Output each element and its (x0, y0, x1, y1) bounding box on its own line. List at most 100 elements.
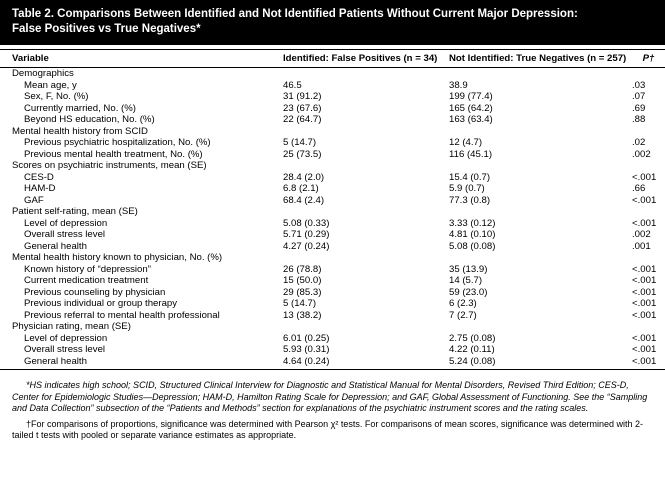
cell: 14 (5.7) (449, 275, 483, 286)
cell: 199 (77.4) (449, 91, 493, 102)
cell: <.001 (632, 263, 657, 275)
cell: <.001 (632, 171, 657, 183)
row-label: HAM-D (24, 183, 56, 194)
cell: .002 (632, 148, 651, 160)
row-label: GAF (24, 194, 44, 206)
cell: .002 (632, 229, 651, 240)
row-label: Overall stress level (24, 344, 106, 355)
row-label: General health (0, 355, 283, 370)
row-label: CES-D (24, 171, 54, 183)
header-cell: Identified: False Positives (n = 34) (283, 49, 449, 68)
cell: 46.5 (283, 79, 302, 91)
footnotes: *HS indicates high school; SCID, Structu… (0, 370, 665, 442)
section-row: Scores on psychiatric instruments, mean … (0, 160, 665, 172)
data-row: GAF 68.4 (2.4) 77.3 (0.8) <.001 (0, 195, 665, 207)
section-row: Mental health history known to physician… (0, 252, 665, 264)
cell: 7 (2.7) (449, 309, 477, 321)
section-title: Mental health history from SCID (12, 125, 148, 137)
cell: 5.08 (0.08) (449, 240, 496, 252)
data-row: CES-D 28.4 (2.0) 15.4 (0.7) <.001 (0, 172, 665, 184)
header-cell: P† (632, 49, 665, 68)
data-row: General health 4.64 (0.24) 5.24 (0.08) <.00… (0, 355, 665, 370)
cell: 6.01 (0.25) (283, 332, 330, 344)
cell: 22 (64.7) (283, 114, 322, 125)
data-row: HAM-D 6.8 (2.1) 5.9 (0.7) .66 (0, 183, 665, 195)
cell: 35 (13.9) (449, 263, 488, 275)
cell: 4.27 (0.24) (283, 240, 330, 252)
row-label: General health (24, 240, 87, 252)
cell: 5.9 (0.7) (449, 183, 485, 194)
header-row: Variable Identified: False Positives (n … (0, 49, 665, 68)
data-row: Currently married, No. (%) 23 (67.6) 165 (… (0, 103, 665, 115)
cell: 29 (85.3) (283, 286, 322, 298)
data-row: Previous counseling by physician 29 (85.3… (0, 287, 665, 299)
cell: <.001 (632, 275, 657, 286)
cell: 165 (64.2) (449, 102, 493, 114)
cell: <.001 (632, 194, 657, 206)
cell: 4.81 (0.10) (449, 229, 496, 240)
cell: 59 (23.0) (449, 286, 488, 298)
cell: 15.4 (0.7) (449, 171, 491, 183)
cell: 15 (50.0) (283, 275, 322, 286)
section-row: Mental health history from SCID (0, 126, 665, 138)
row-label: Current medication treatment (24, 275, 149, 286)
row-label: Previous counseling by physician (24, 286, 166, 298)
cell: 5.93 (0.31) (283, 344, 330, 355)
cell: 26 (78.8) (283, 263, 322, 275)
title-bar: Table 2. Comparisons Between Identified … (0, 0, 665, 45)
cell: <.001 (632, 298, 657, 309)
cell: 6 (2.3) (449, 298, 477, 309)
cell: 4.64 (0.24) (283, 355, 449, 370)
cell: 13 (38.2) (283, 309, 322, 321)
data-row: Overall stress level 5.71 (0.29) 4.81 (0.1… (0, 229, 665, 241)
row-label: Previous referral to mental health profe… (24, 309, 220, 321)
footnote: †For comparisons of proportions, signifi… (12, 418, 643, 441)
section-title: Mental health history known to physician… (12, 252, 223, 263)
cell: 25 (73.5) (283, 148, 322, 160)
cell: .02 (632, 137, 646, 148)
cell: <.001 (632, 217, 657, 229)
data-row: Overall stress level 5.93 (0.31) 4.22 (0.1… (0, 344, 665, 356)
cell: .66 (632, 183, 646, 194)
cell: 2.75 (0.08) (449, 332, 496, 344)
data-row: Known history of “depression” 26 (78.8) 35… (0, 264, 665, 276)
data-row: General health 4.27 (0.24) 5.08 (0.08) .001 (0, 241, 665, 253)
row-label: Sex, F, No. (%) (24, 91, 89, 102)
title-line: Table 2. Comparisons Between Identified … (12, 8, 578, 20)
footnote: *HS indicates high school; SCID, Structu… (12, 380, 648, 413)
cell: 68.4 (2.4) (283, 194, 325, 206)
cell: 38.9 (449, 79, 468, 91)
cell: <.001 (632, 344, 657, 355)
cell: <.001 (632, 355, 665, 370)
row-label: Level of depression (24, 332, 108, 344)
cell: .07 (632, 91, 646, 102)
cell: 5.08 (0.33) (283, 217, 330, 229)
data-row: Previous mental health treatment, No. (%… (0, 149, 665, 161)
header-cell: Not Identified: True Negatives (n = 257) (449, 49, 632, 68)
data-row: Mean age, y 46.5 38.9 .03 (0, 80, 665, 92)
header-cell: Variable (0, 49, 283, 68)
data-row: Previous individual or group therapy 5 (1… (0, 298, 665, 310)
cell: 163 (63.4) (449, 114, 493, 125)
cell: 5 (14.7) (283, 137, 317, 148)
cell: 5.71 (0.29) (283, 229, 330, 240)
data-row: Level of depression 6.01 (0.25) 2.75 (0.08… (0, 333, 665, 345)
cell: 23 (67.6) (283, 102, 322, 114)
section-title: Scores on psychiatric instruments, mean … (12, 160, 207, 171)
row-label: Previous mental health treatment, No. (%… (24, 148, 203, 160)
data-row: Current medication treatment 15 (50.0) 14 … (0, 275, 665, 287)
row-label: Overall stress level (24, 229, 106, 240)
cell: 5 (14.7) (283, 298, 317, 309)
title-line: False Positives vs True Negatives* (12, 23, 201, 35)
row-label: Beyond HS education, No. (%) (24, 114, 155, 125)
data-row: Previous psychiatric hospitalization, No… (0, 137, 665, 149)
cell: <.001 (632, 332, 657, 344)
cell: .03 (632, 79, 646, 91)
cell: <.001 (632, 309, 657, 321)
cell: 5.24 (0.08) (449, 355, 632, 370)
row-label: Mean age, y (24, 79, 77, 91)
cell: 31 (91.2) (283, 91, 322, 102)
cell: .88 (632, 114, 646, 125)
row-label: Level of depression (24, 217, 108, 229)
